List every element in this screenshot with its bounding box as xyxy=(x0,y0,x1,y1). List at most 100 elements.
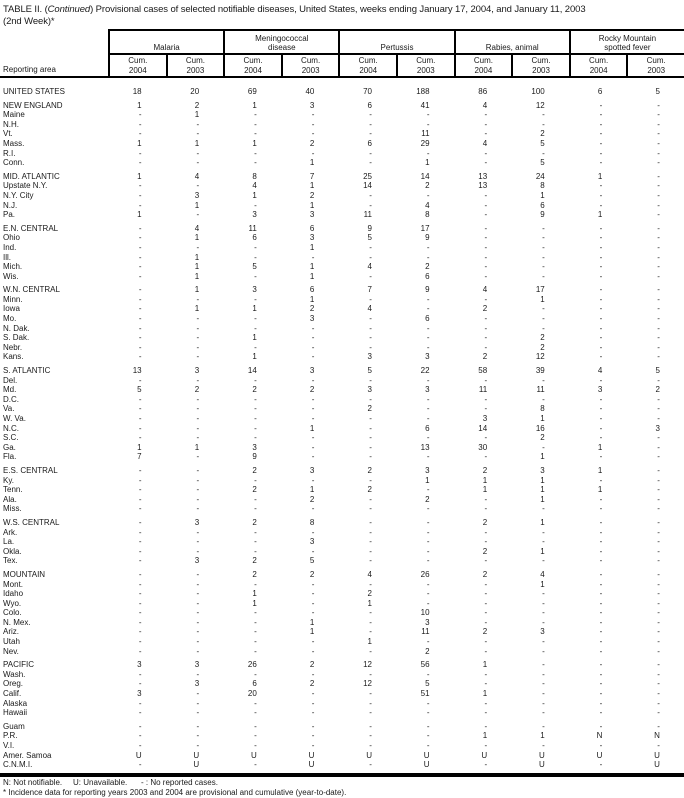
value-cell: 1 xyxy=(309,271,315,281)
value-cell: - xyxy=(196,617,200,627)
value-cell: - xyxy=(196,452,200,462)
value-cell: 5 xyxy=(655,87,660,96)
value-cell: 2 xyxy=(309,385,315,395)
value-cell: 16 xyxy=(535,423,545,433)
value-cell: U xyxy=(596,750,603,760)
table-section: MID. ATLANTIC 1 4 8 7 25 14 13 24 1- Upstate N.Y. -… xyxy=(0,172,684,220)
footnote-unavailable: U: Unavailable. xyxy=(73,777,128,787)
value-cell: - xyxy=(599,190,603,200)
value-cell: - xyxy=(196,569,200,579)
value-cell: - xyxy=(196,627,200,637)
value-cell: 1 xyxy=(137,442,142,452)
value-cell: - xyxy=(542,637,545,647)
table-row: Ill. - 1 - - - - - - - - xyxy=(0,253,684,263)
value-cell: - xyxy=(542,537,545,547)
column-group-3: Rabies, animal Cum. 2004 Cum. 2003 xyxy=(453,31,569,76)
value-cell: 3 xyxy=(194,660,200,670)
value-cell: 1 xyxy=(252,352,257,362)
value-cell: 1 xyxy=(309,262,315,272)
value-cell: 1 xyxy=(540,485,545,495)
value-cell: - xyxy=(426,485,430,495)
column-subrow: Cum. 2004 Cum. 2003 xyxy=(571,55,684,76)
value-cell: 1 xyxy=(540,475,545,485)
value-cell: - xyxy=(369,129,372,139)
value-cell: - xyxy=(542,442,545,452)
reporting-area-cell: Colo. xyxy=(3,608,22,618)
value-cell: 8 xyxy=(425,210,430,220)
value-cell: - xyxy=(138,304,142,314)
column-subheader: Cum. 2003 xyxy=(165,55,224,76)
value-cell: - xyxy=(657,617,660,627)
reporting-area-cell: Ala. xyxy=(3,494,17,504)
value-cell: 4 xyxy=(194,223,200,233)
table-row: Iowa - 1 1 2 4 - 2 - - - xyxy=(0,304,684,314)
value-cell: - xyxy=(369,537,372,547)
value-cell: 1 xyxy=(597,485,603,495)
value-cell: - xyxy=(484,314,488,324)
value-cell: - xyxy=(657,465,660,475)
value-cell: 1 xyxy=(137,100,142,110)
value-cell: - xyxy=(484,119,488,129)
value-cell: - xyxy=(138,294,142,304)
value-cell: 3 xyxy=(597,385,603,395)
value-cell: 3 xyxy=(482,414,488,423)
value-cell: 14 xyxy=(363,181,372,191)
value-cell: - xyxy=(311,252,315,262)
reporting-area-cell: S. ATLANTIC xyxy=(3,366,51,376)
value-cell: - xyxy=(138,352,142,362)
value-cell: U xyxy=(654,750,660,760)
value-cell: - xyxy=(369,627,372,637)
value-cell: - xyxy=(484,394,488,404)
value-cell: 2 xyxy=(482,304,488,314)
reporting-area-cell: N. Dak. xyxy=(3,323,30,333)
value-cell: 13 xyxy=(478,171,488,181)
column-group-name: Meningococcal disease xyxy=(225,31,339,55)
value-cell: 3 xyxy=(252,442,257,452)
value-cell: - xyxy=(369,294,372,304)
value-cell: - xyxy=(542,589,545,599)
value-cell: - xyxy=(599,233,603,243)
value-cell: 3 xyxy=(194,190,200,200)
table-row: Mo. - - - 3 - 6 - - - - xyxy=(0,314,684,324)
value-cell: 69 xyxy=(247,87,257,96)
value-cell: 1 xyxy=(309,617,315,627)
value-cell: - xyxy=(369,494,372,504)
value-cell: - xyxy=(484,679,488,689)
value-cell: - xyxy=(138,404,142,414)
value-cell: - xyxy=(484,223,488,233)
value-cell: - xyxy=(657,138,660,148)
table-row: Pa. 1 - 3 3 11 8 - 9 1 - xyxy=(0,210,684,220)
reporting-area-cell: V.I. xyxy=(3,741,15,750)
value-cell: - xyxy=(484,433,488,443)
value-cell: - xyxy=(311,731,315,741)
value-cell: 11 xyxy=(421,129,430,139)
value-cell: - xyxy=(657,314,660,324)
value-cell: - xyxy=(254,394,257,404)
value-cell: - xyxy=(426,404,430,414)
value-cell: - xyxy=(657,129,660,139)
value-cell: - xyxy=(599,494,603,504)
value-cell: - xyxy=(311,375,315,385)
value-cell: - xyxy=(138,669,142,679)
table-row: Utah - - - - 1 - - - - - xyxy=(0,637,684,647)
table-row: Wis. - 1 - 1 - 6 - - - - xyxy=(0,272,684,282)
value-cell: 2 xyxy=(309,494,315,504)
table-row: N. Mex. - - - 1 - 3 - - - - xyxy=(0,618,684,628)
value-cell: - xyxy=(484,589,488,599)
value-cell: - xyxy=(138,504,142,514)
value-cell: 6 xyxy=(425,314,430,324)
table-row: N.C. - - - 1 - 6 14 16 - 3 xyxy=(0,424,684,434)
value-cell: - xyxy=(426,375,430,385)
value-cell: 1 xyxy=(540,579,545,589)
value-cell: - xyxy=(657,171,660,181)
value-cell: - xyxy=(484,252,488,262)
value-cell: 1 xyxy=(252,589,257,599)
value-cell: 9 xyxy=(540,210,545,220)
table-row: Maine - 1 - - - - - - - - xyxy=(0,110,684,120)
value-cell: 1 xyxy=(252,304,257,314)
value-cell: - xyxy=(254,423,257,433)
value-cell: - xyxy=(657,110,660,120)
value-cell: - xyxy=(484,375,488,385)
value-cell: - xyxy=(426,242,430,252)
value-cell: - xyxy=(426,721,430,731)
